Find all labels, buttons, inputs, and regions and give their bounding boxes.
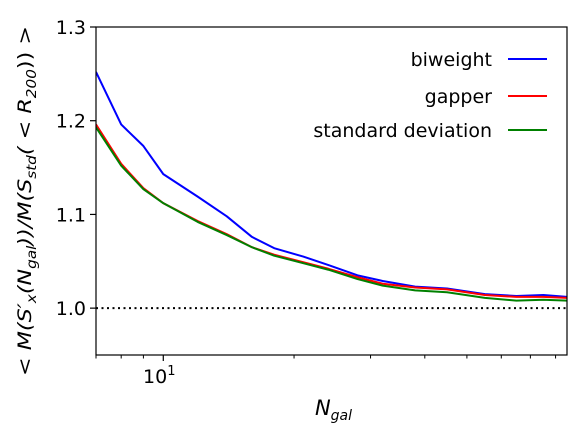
y-tick-label: 1.2	[56, 111, 86, 133]
x-axis-label: Ngal	[315, 396, 352, 424]
legend: biweight gapper standard deviation	[313, 49, 547, 142]
y-tick-label: 1.3	[56, 17, 86, 39]
legend-label: biweight	[411, 49, 492, 71]
x-axis-ticks: 101	[95, 355, 557, 388]
plot-area	[96, 71, 567, 302]
series-line-standard-deviation	[96, 126, 567, 302]
y-tick-label: 1.0	[56, 298, 86, 320]
legend-label: gapper	[425, 86, 493, 108]
y-tick-label: 1.1	[56, 204, 86, 226]
plot-frame	[95, 26, 568, 356]
legend-label: standard deviation	[313, 120, 492, 142]
x-tick-label: 101	[143, 364, 175, 388]
y-axis-label: < M(S′x(Ngal))/M(Sstd( < R200)) >	[14, 26, 40, 376]
y-axis-ticks: 1.0 1.1 1.2 1.3	[56, 17, 96, 320]
